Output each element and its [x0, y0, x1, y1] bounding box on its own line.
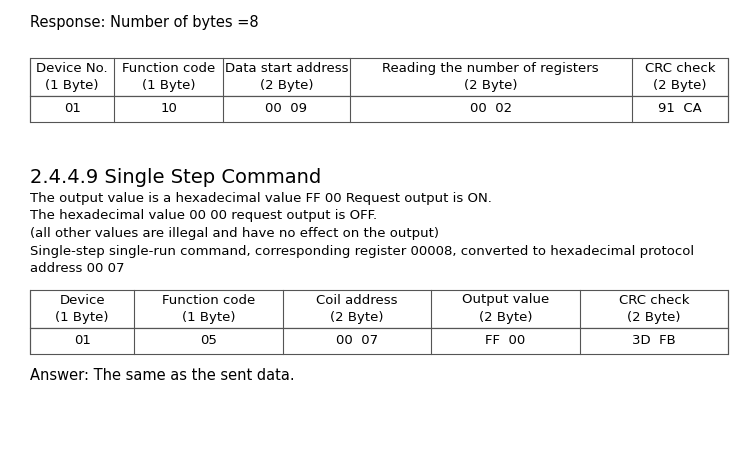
Bar [30, 96, 728, 122]
Text: Response: Number of bytes =8: Response: Number of bytes =8 [30, 15, 259, 30]
Text: address 00 07: address 00 07 [30, 262, 124, 275]
Text: Coil address
(2 Byte): Coil address (2 Byte) [316, 294, 398, 323]
Text: Answer: The same as the sent data.: Answer: The same as the sent data. [30, 368, 295, 382]
Text: 01: 01 [64, 102, 81, 116]
Text: The output value is a hexadecimal value FF 00 Request output is ON.: The output value is a hexadecimal value … [30, 192, 492, 205]
Text: Function code
(1 Byte): Function code (1 Byte) [162, 294, 255, 323]
Text: (all other values are illegal and have no effect on the output): (all other values are illegal and have n… [30, 227, 439, 240]
Text: 10: 10 [160, 102, 177, 116]
Text: Single-step single-run command, corresponding register 00008, converted to hexad: Single-step single-run command, correspo… [30, 244, 694, 258]
Bar [30, 328, 728, 354]
Text: Data start address
(2 Byte): Data start address (2 Byte) [225, 62, 348, 92]
Text: 05: 05 [200, 334, 217, 347]
Bar [30, 58, 728, 96]
Text: 00  02: 00 02 [470, 102, 512, 116]
Text: Device
(1 Byte): Device (1 Byte) [56, 294, 109, 323]
Text: Reading the number of registers
(2 Byte): Reading the number of registers (2 Byte) [382, 62, 599, 92]
Text: 91  CA: 91 CA [658, 102, 702, 116]
Text: 00  07: 00 07 [336, 334, 378, 347]
Text: FF  00: FF 00 [485, 334, 526, 347]
Text: 00  09: 00 09 [266, 102, 308, 116]
Text: CRC check
(2 Byte): CRC check (2 Byte) [619, 294, 689, 323]
Bar [30, 289, 728, 328]
Text: 01: 01 [74, 334, 91, 347]
Text: The hexadecimal value 00 00 request output is OFF.: The hexadecimal value 00 00 request outp… [30, 210, 377, 222]
Text: Device No.
(1 Byte): Device No. (1 Byte) [37, 62, 108, 92]
Text: Output value
(2 Byte): Output value (2 Byte) [462, 294, 549, 323]
Text: 2.4.4.9 Single Step Command: 2.4.4.9 Single Step Command [30, 168, 321, 187]
Text: CRC check
(2 Byte): CRC check (2 Byte) [644, 62, 715, 92]
Text: 3D  FB: 3D FB [632, 334, 676, 347]
Text: Function code
(1 Byte): Function code (1 Byte) [122, 62, 215, 92]
